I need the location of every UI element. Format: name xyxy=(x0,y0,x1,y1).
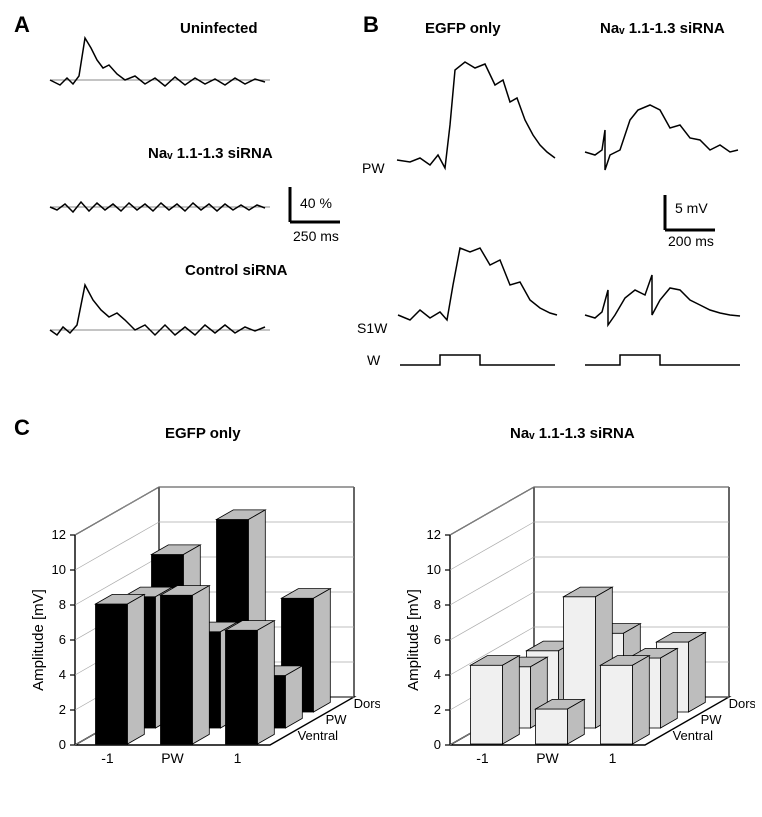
panel-a-sirna-title: Naᵥ 1.1-1.3 siRNA xyxy=(148,145,273,162)
svg-text:Dorsal: Dorsal xyxy=(729,696,755,711)
svg-text:4: 4 xyxy=(59,667,66,682)
svg-text:4: 4 xyxy=(434,667,441,682)
svg-text:Dorsal: Dorsal xyxy=(354,696,380,711)
svg-text:Amplitude [mV]: Amplitude [mV] xyxy=(30,589,47,691)
svg-text:6: 6 xyxy=(59,632,66,647)
panel-c-right-title: Naᵥ 1.1-1.3 siRNA xyxy=(510,425,635,442)
trace-b-pw-sirna xyxy=(580,80,745,185)
panel-b-right-title: Naᵥ 1.1-1.3 siRNA xyxy=(600,20,725,37)
svg-text:-1: -1 xyxy=(101,750,114,766)
svg-text:10: 10 xyxy=(427,562,441,577)
svg-text:PW: PW xyxy=(161,750,184,766)
svg-text:2: 2 xyxy=(59,702,66,717)
svg-text:0: 0 xyxy=(434,737,441,752)
svg-text:6: 6 xyxy=(434,632,441,647)
svg-text:Ventral: Ventral xyxy=(298,728,339,743)
svg-text:PW: PW xyxy=(326,712,348,727)
svg-text:Ventral: Ventral xyxy=(673,728,714,743)
trace-b-pw-egfp xyxy=(395,40,560,185)
svg-text:Amplitude [mV]: Amplitude [mV] xyxy=(405,589,422,691)
trace-b-s1w-sirna xyxy=(580,260,745,340)
panel-a-scale-y: 40 % xyxy=(300,195,332,211)
trace-uninfected xyxy=(45,30,275,110)
stim-pulse-right xyxy=(580,350,745,370)
panel-b-scale-x: 200 ms xyxy=(668,233,714,249)
panel-a-label: A xyxy=(14,12,30,38)
panel-c-label: C xyxy=(14,415,30,441)
chart-3d-right: 024681012-1PW1DorsalPWVentralAmplitude [… xyxy=(405,450,755,800)
svg-text:0: 0 xyxy=(59,737,66,752)
svg-text:10: 10 xyxy=(52,562,66,577)
panel-b-stim-label: W xyxy=(367,352,380,368)
svg-text:8: 8 xyxy=(434,597,441,612)
svg-text:1: 1 xyxy=(609,750,617,766)
panel-b-s1w-label: S1W xyxy=(357,320,387,336)
trace-sirna xyxy=(45,162,275,232)
chart-3d-left: 024681012-1PW1DorsalPWVentralAmplitude [… xyxy=(30,450,380,800)
panel-b-pw-label: PW xyxy=(362,160,385,176)
panel-c-left-title: EGFP only xyxy=(165,425,241,442)
stim-pulse-left xyxy=(395,350,560,370)
svg-text:12: 12 xyxy=(427,527,441,542)
trace-control xyxy=(45,275,275,360)
svg-text:12: 12 xyxy=(52,527,66,542)
panel-b-left-title: EGFP only xyxy=(425,20,501,37)
svg-text:PW: PW xyxy=(536,750,559,766)
trace-b-s1w-egfp xyxy=(395,230,560,340)
svg-text:-1: -1 xyxy=(476,750,489,766)
svg-text:2: 2 xyxy=(434,702,441,717)
panel-b-label: B xyxy=(363,12,379,38)
svg-text:PW: PW xyxy=(701,712,723,727)
svg-text:1: 1 xyxy=(234,750,242,766)
panel-a-scale-x: 250 ms xyxy=(293,228,339,244)
panel-b-scale-y: 5 mV xyxy=(675,200,708,216)
svg-text:8: 8 xyxy=(59,597,66,612)
